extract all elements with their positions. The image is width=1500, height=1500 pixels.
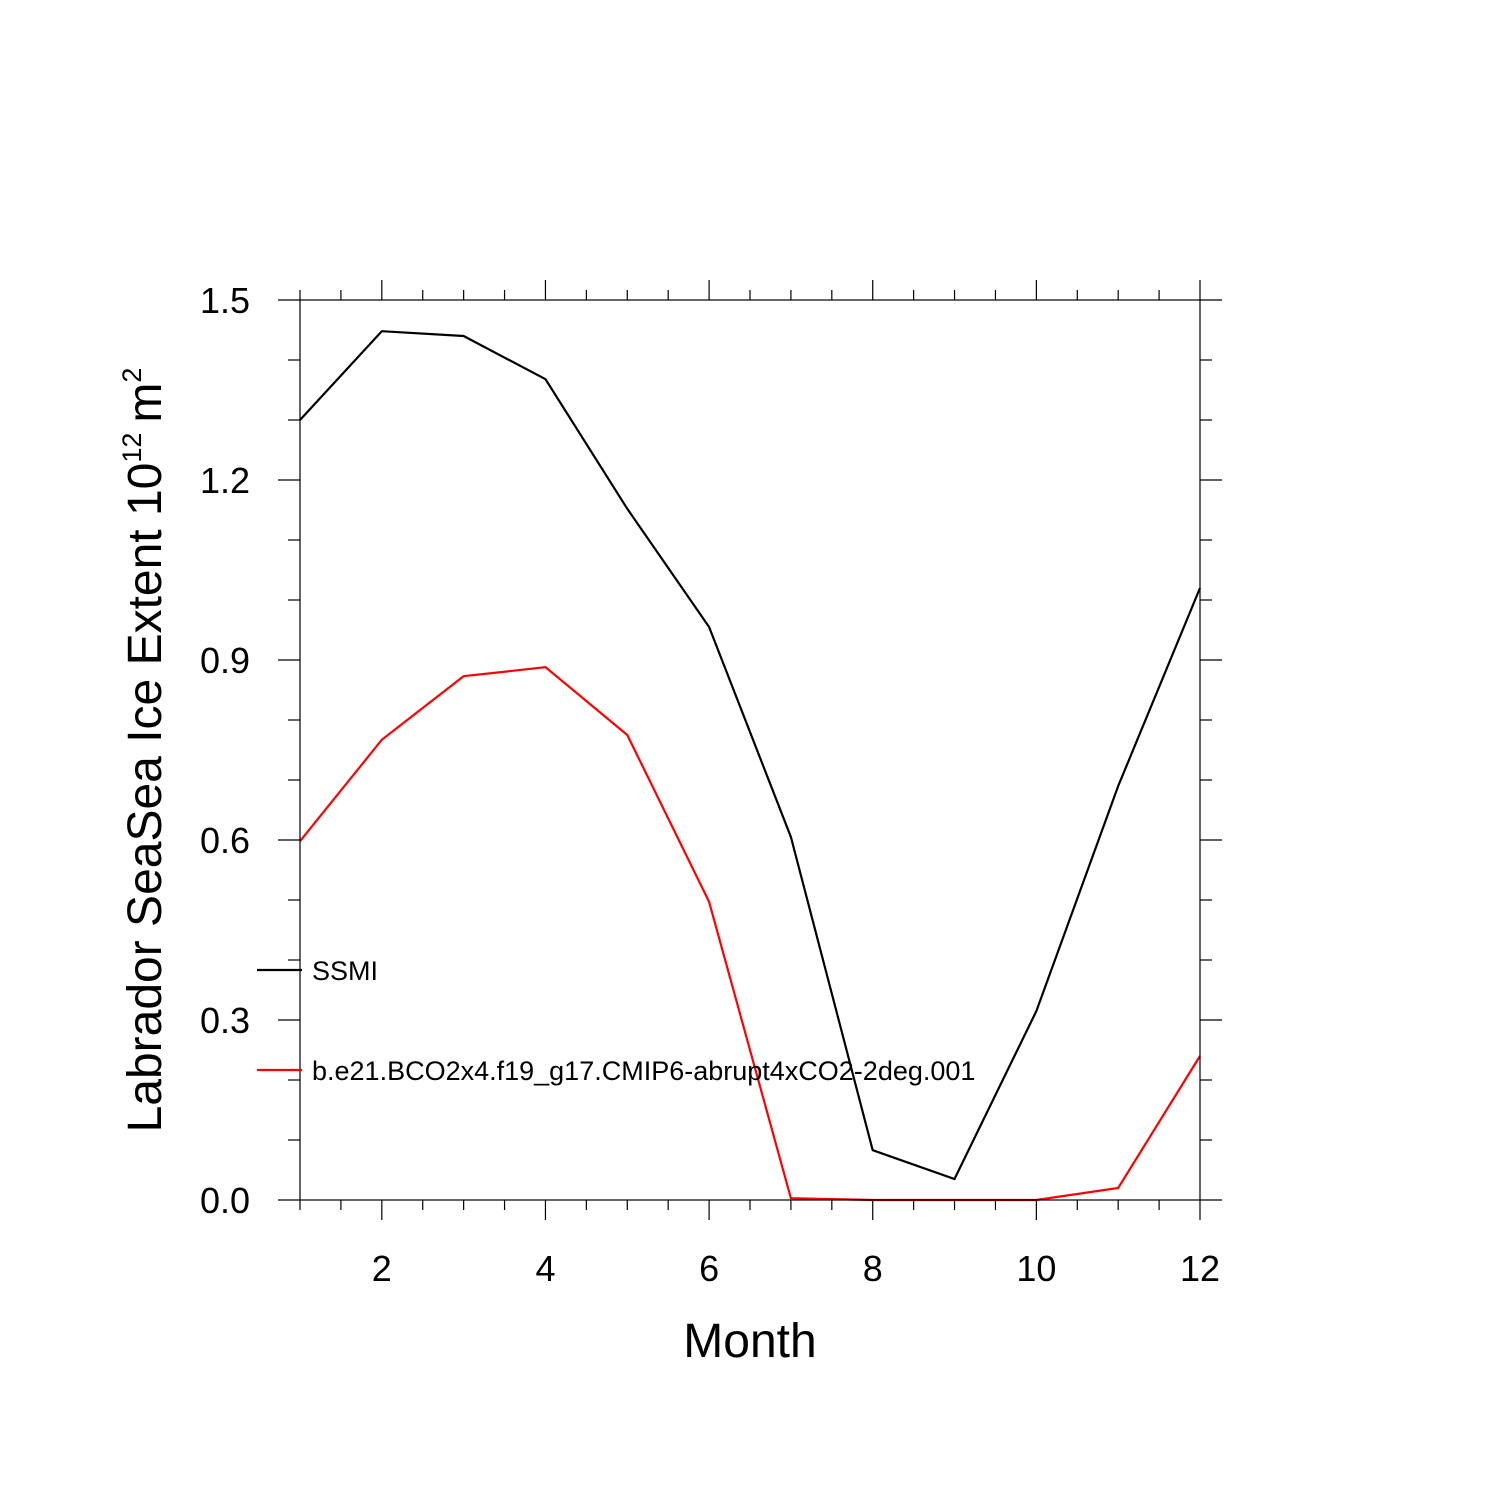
series-lines bbox=[299, 330, 1202, 1202]
x-tick-label: 8 bbox=[863, 1248, 883, 1289]
x-tick-label: 2 bbox=[372, 1248, 392, 1289]
legend-label-model: b.e21.BCO2x4.f19_g17.CMIP6-abrupt4xCO2-2… bbox=[312, 1056, 975, 1086]
x-tick-label: 6 bbox=[699, 1248, 719, 1289]
y-tick-label: 0.0 bbox=[200, 1180, 250, 1221]
y-tick-label: 0.3 bbox=[200, 1000, 250, 1041]
legend-item-ssmi: SSMI bbox=[257, 956, 378, 986]
y-tick-label: 1.5 bbox=[200, 280, 250, 321]
y-axis-label-unit: m bbox=[119, 383, 172, 423]
plot-frame bbox=[299, 299, 1201, 1201]
y-axis-label-exponent: 12 bbox=[117, 433, 147, 463]
legend-label-ssmi: SSMI bbox=[312, 956, 378, 986]
y-axis-label-unit-exponent: 2 bbox=[117, 368, 147, 383]
axis-ticks bbox=[278, 280, 1222, 1220]
series-line-model bbox=[299, 666, 1201, 1202]
tick-labels: 2 4 6 8 10 12 0.0 0.3 0.6 0.9 1.2 1.5 bbox=[200, 280, 1220, 1289]
x-tick-label: 12 bbox=[1180, 1248, 1220, 1289]
legend-item-model: b.e21.BCO2x4.f19_g17.CMIP6-abrupt4xCO2-2… bbox=[257, 1056, 975, 1086]
y-tick-label: 0.6 bbox=[200, 820, 250, 861]
y-tick-label: 0.9 bbox=[200, 640, 250, 681]
series-line-ssmi bbox=[299, 330, 1202, 1181]
y-tick-label: 1.2 bbox=[200, 460, 250, 501]
x-axis-label: Month bbox=[683, 1315, 816, 1368]
x-tick-label: 10 bbox=[1016, 1248, 1056, 1289]
y-axis-label: Labrador SeaSea Ice Extent 1012 m2 bbox=[117, 368, 172, 1133]
legend: SSMI b.e21.BCO2x4.f19_g17.CMIP6-abrupt4x… bbox=[257, 956, 975, 1086]
y-axis-label-main: Labrador SeaSea Ice Extent 10 bbox=[119, 463, 172, 1133]
x-tick-label: 4 bbox=[535, 1248, 555, 1289]
